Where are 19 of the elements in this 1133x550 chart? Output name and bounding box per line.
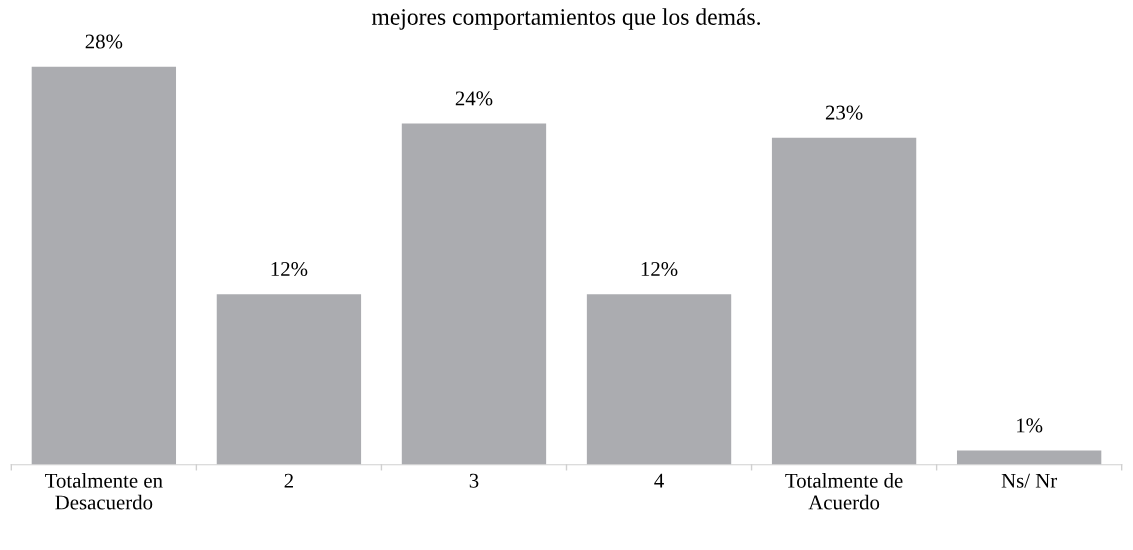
data-label: 1%	[1017, 418, 1043, 433]
x-tick-label: Totalmente de Acuerdo	[785, 473, 903, 510]
x-tick-label: 2	[284, 473, 293, 488]
bar	[586, 294, 732, 465]
data-label: 12%	[641, 261, 678, 277]
bar	[771, 137, 917, 465]
data-label: 24%	[455, 91, 493, 106]
data-label: 12%	[271, 261, 308, 277]
bar	[31, 66, 177, 465]
x-tick-label: 3	[469, 473, 479, 488]
bar	[216, 294, 362, 465]
x-tick-label: Totalmente en Desacuerdo	[45, 473, 163, 510]
bar	[401, 123, 547, 465]
x-tick-label: Ns/ Nr	[1001, 473, 1058, 488]
bar	[956, 450, 1102, 465]
data-label: 23%	[825, 105, 863, 120]
x-tick-label: 4	[654, 473, 664, 488]
data-label: 28%	[85, 34, 123, 49]
chart-title: mejores comportamientos que los demás.	[371, 8, 761, 30]
